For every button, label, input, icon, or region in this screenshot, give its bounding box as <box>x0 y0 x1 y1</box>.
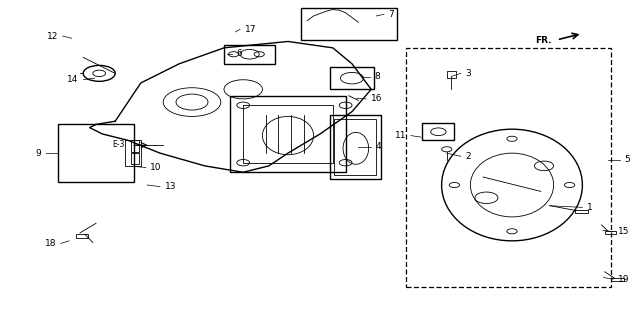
Text: 8: 8 <box>374 72 380 81</box>
Text: 16: 16 <box>371 94 382 103</box>
Text: 10: 10 <box>150 163 162 172</box>
Bar <box>301 8 397 40</box>
Bar <box>125 140 141 166</box>
Text: 18: 18 <box>45 239 56 248</box>
Text: 3: 3 <box>465 69 471 78</box>
Bar <box>76 234 88 238</box>
Text: 14: 14 <box>67 75 79 84</box>
Text: 6: 6 <box>236 49 242 58</box>
Text: 4: 4 <box>376 142 381 151</box>
Bar <box>224 45 275 64</box>
Bar <box>605 231 616 234</box>
Bar <box>131 140 139 152</box>
Bar <box>58 124 134 182</box>
Text: 11: 11 <box>395 131 406 140</box>
Text: 19: 19 <box>618 275 629 284</box>
Text: 5: 5 <box>624 155 630 164</box>
Text: FR.: FR. <box>535 36 552 45</box>
Text: 12: 12 <box>47 32 58 41</box>
Text: 2: 2 <box>465 152 471 161</box>
Bar <box>230 96 346 172</box>
Bar <box>422 123 454 140</box>
Bar <box>575 210 588 213</box>
Text: 13: 13 <box>164 182 176 191</box>
Text: E-3: E-3 <box>113 140 125 149</box>
Bar <box>447 71 456 78</box>
Bar <box>334 119 376 175</box>
Bar <box>243 105 333 163</box>
Text: 15: 15 <box>618 227 629 236</box>
Bar <box>611 278 624 281</box>
Bar <box>330 115 381 179</box>
Text: 17: 17 <box>244 25 256 34</box>
Text: 9: 9 <box>36 149 42 158</box>
Text: 1: 1 <box>587 203 593 212</box>
Text: 7: 7 <box>388 10 394 19</box>
Bar <box>131 153 139 164</box>
Bar <box>406 48 611 287</box>
Bar <box>330 67 374 89</box>
